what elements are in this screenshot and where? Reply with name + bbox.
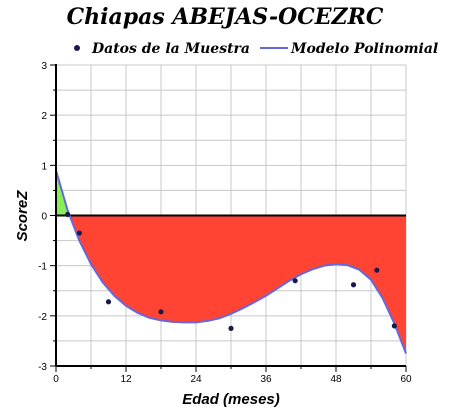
x-tick-label: 0 xyxy=(53,374,59,385)
chart-title: Chiapas ABEJAS-OCEZRC xyxy=(67,4,384,30)
legend: Datos de la Muestra Modelo Polinomial xyxy=(74,41,438,57)
sample-point xyxy=(105,299,112,305)
legend-label-sample: Datos de la Muestra xyxy=(91,41,250,57)
y-tick-label: -3 xyxy=(38,362,47,373)
x-axis-ticks: 0 12 24 36 48 60 xyxy=(53,366,412,385)
x-tick-label: 36 xyxy=(260,374,272,385)
sample-point xyxy=(391,323,397,329)
sample-point xyxy=(350,282,357,288)
x-tick-label: 48 xyxy=(330,374,342,385)
y-tick-label: -2 xyxy=(38,312,47,323)
y-tick-label: -1 xyxy=(38,262,47,273)
x-tick-label: 12 xyxy=(120,374,132,385)
x-axis-title: Edad (meses) xyxy=(182,391,280,408)
negative-area-fill xyxy=(69,215,406,354)
x-tick-label: 60 xyxy=(400,374,412,385)
legend-label-model: Modelo Polinomial xyxy=(290,41,438,57)
y-tick-label: 3 xyxy=(41,61,47,72)
y-axis-ticks: 3 2 1 0 -1 -2 -3 xyxy=(38,61,56,373)
positive-area-fill xyxy=(56,170,70,216)
y-tick-label: 1 xyxy=(41,161,47,172)
sample-point xyxy=(76,230,82,236)
sample-point xyxy=(374,267,380,273)
area-fills xyxy=(56,170,406,354)
sample-points xyxy=(65,211,397,331)
model-curve xyxy=(55,170,407,354)
y-tick-label: 2 xyxy=(41,111,47,122)
sample-point xyxy=(65,211,71,218)
sample-point xyxy=(292,278,298,284)
x-tick-label: 24 xyxy=(190,374,202,385)
sample-point xyxy=(158,309,164,315)
y-axis-title: ScoreZ xyxy=(14,190,31,242)
sample-point xyxy=(228,325,234,331)
legend-scatter-marker xyxy=(74,45,80,51)
model-curve-group xyxy=(55,170,407,354)
y-tick-label: 0 xyxy=(41,212,47,223)
